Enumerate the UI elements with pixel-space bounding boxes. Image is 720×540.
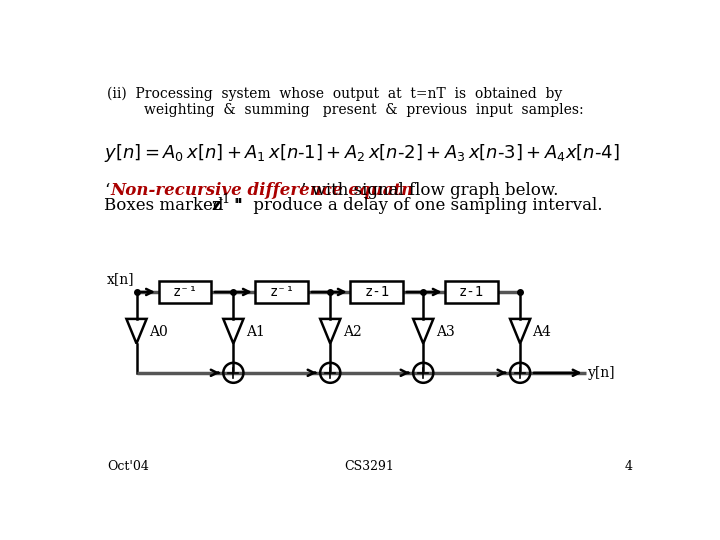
Text: (ii)  Processing  system  whose  output  at  t=nT  is  obtained  by: (ii) Processing system whose output at t… (107, 86, 562, 101)
Text: A0: A0 (149, 326, 168, 340)
Text: y[n]: y[n] (588, 366, 615, 380)
Text: z⁻¹: z⁻¹ (172, 285, 197, 299)
Bar (351, 281, 403, 303)
Text: "  produce a delay of one sampling interval.: " produce a delay of one sampling interv… (230, 197, 603, 214)
Bar (256, 281, 308, 303)
Text: ‘: ‘ (104, 182, 109, 199)
Text: z⁻¹: z⁻¹ (269, 285, 294, 299)
Text: Non-recursive difference equatn: Non-recursive difference equatn (110, 182, 413, 199)
Text: ’ with signal flow graph below.: ’ with signal flow graph below. (301, 182, 558, 199)
Text: -1: -1 (219, 193, 231, 206)
Bar (446, 281, 498, 303)
Text: A4: A4 (533, 326, 552, 340)
Text: A3: A3 (436, 326, 454, 340)
Text: z: z (212, 197, 221, 214)
Text: Oct'04: Oct'04 (107, 460, 149, 473)
Bar (158, 281, 211, 303)
Text: 4: 4 (624, 460, 632, 473)
Text: weighting  &  summing   present  &  previous  input  samples:: weighting & summing present & previous i… (144, 103, 584, 117)
Text: A2: A2 (343, 326, 361, 340)
Text: x[n]: x[n] (107, 272, 135, 286)
Text: A1: A1 (246, 326, 265, 340)
Text: z-1: z-1 (459, 285, 485, 299)
Text: $y[n] = A_0\,x[n] + A_1\,x[n\text{-}1] + A_2\,x[n\text{-}2] + A_3\,x[n\text{-}3]: $y[n] = A_0\,x[n] + A_1\,x[n\text{-}1] +… (104, 142, 620, 164)
Text: CS3291: CS3291 (344, 460, 394, 473)
Text: Boxes marked  ": Boxes marked " (104, 197, 247, 214)
Text: z-1: z-1 (364, 285, 390, 299)
